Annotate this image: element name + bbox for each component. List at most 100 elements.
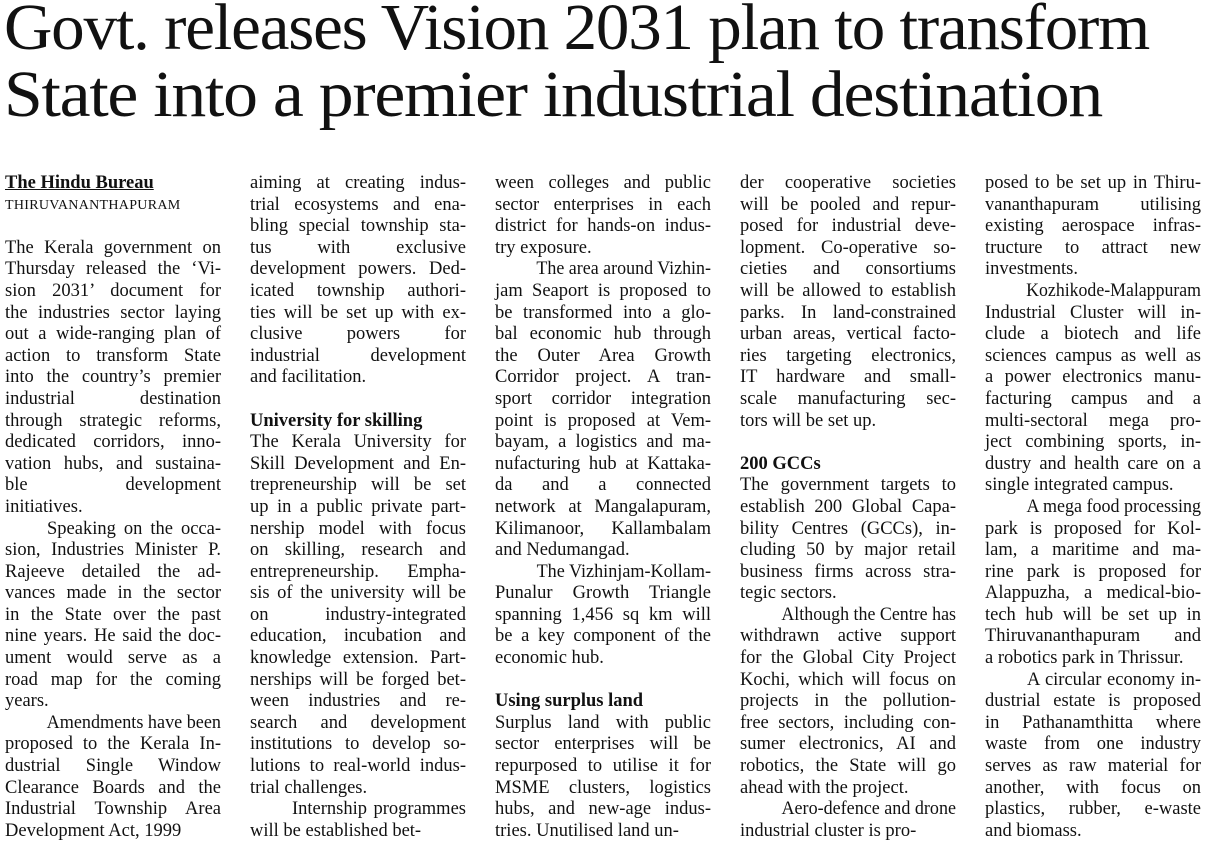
line-text: vananthapuram utilising (985, 194, 1201, 215)
line-text: clude a biotech and life (985, 324, 1201, 345)
line-text: tech hub will be set up in (985, 604, 1201, 625)
text-line: nufacturing hub at Kattaka- (495, 454, 711, 476)
line-text: proposed to the Kerala In- (5, 734, 221, 755)
line-text: Aero-defence and drone (781, 799, 956, 820)
line-text: nerships will be forged bet- (250, 669, 466, 690)
text-line: business firms across stra- (740, 562, 956, 584)
line-text: and biomass. (985, 820, 1082, 841)
text-line: dustrial Single Window (5, 756, 221, 778)
line-text: ween colleges and public (495, 173, 711, 193)
text-line: industrial development (250, 346, 466, 368)
text-line: and facilitation. (250, 367, 466, 389)
text-line: Clearance Boards and the (5, 778, 221, 800)
line-text: in Pathanamthitta where (985, 712, 1201, 733)
line-text: in the State over the past (5, 604, 221, 625)
text-line: A mega food processing (985, 497, 1201, 519)
line-text: free sectors, including con- (740, 712, 956, 733)
text-line: Speaking on the occa- (5, 519, 221, 541)
line-text: single integrated campus. (985, 475, 1174, 496)
line-text: ween industries and re- (250, 691, 466, 712)
line-text: road map for the coming (5, 669, 221, 690)
line-text: IT hardware and small- (740, 367, 956, 388)
line-text: lam, a maritime and ma- (985, 540, 1201, 561)
line-text: point is proposed at Vem- (495, 410, 711, 431)
text-line: into the country’s premier (5, 367, 221, 389)
line-text: sciences campus as well as (985, 345, 1201, 366)
text-line: district for hands-on indus- (495, 216, 711, 238)
line-text: vances made in the sector (5, 583, 221, 604)
text-line: a power electronics manu- (985, 367, 1201, 389)
text-line: trial challenges. (250, 778, 466, 800)
line-text: projects in the pollution- (740, 691, 956, 712)
text-line: Alappuzha, a medical-bio- (985, 583, 1201, 605)
text-line: der cooperative societies (740, 173, 956, 195)
line-text: aiming at creating indus- (250, 173, 466, 193)
line-text: sumer electronics, AI and (740, 734, 956, 755)
line-text: withdrawn active support (740, 626, 956, 647)
line-text: dustrial estate is proposed (985, 691, 1201, 712)
text-line: Industrial Township Area (5, 799, 221, 821)
line-text: out a wide-ranging plan of (5, 324, 221, 345)
line-text: network at Mangalapuram, (495, 496, 711, 517)
text-line: posed for industrial deve- (740, 216, 956, 238)
text-line: ween colleges and public (495, 173, 711, 195)
text-line: vances made in the sector (5, 583, 221, 605)
line-text: tegic sectors. (740, 583, 837, 604)
text-line: clusive powers for (250, 324, 466, 346)
line-text: existing aerospace infras- (985, 216, 1201, 237)
text-line: industrial cluster is pro- (740, 821, 956, 843)
line-text: Thiruvananthapuram and (985, 626, 1201, 647)
text-line: entrepreneurship. Empha- (250, 562, 466, 584)
text-line: lopment. Co-operative so- (740, 238, 956, 260)
text-line: The Kerala government on (5, 238, 221, 260)
line-text: bal economic hub through (495, 324, 711, 345)
text-line: and Nedumangad. (495, 540, 711, 562)
line-text: Development Act, 1999 (5, 820, 182, 841)
text-line: Amendments have been (5, 713, 221, 735)
text-line: Development Act, 1999 (5, 821, 221, 843)
text-line: Aero-defence and drone (740, 799, 956, 821)
text-line: dustrial estate is proposed (985, 691, 1201, 713)
text-line: The Vizhinjam-Kollam- (495, 562, 711, 584)
text-line: cieties and consortiums (740, 259, 956, 281)
line-text: trepreneurship will be set (250, 475, 466, 496)
text-line: withdrawn active support (740, 626, 956, 648)
line-text: will be pooled and repur- (740, 194, 956, 215)
line-text: entrepreneurship. Empha- (250, 561, 466, 582)
line-text: A mega food processing (1026, 496, 1201, 517)
line-text: bling special township sta- (250, 216, 466, 237)
line-text: industrial cluster is pro- (740, 820, 917, 841)
text-line: tries. Unutilised land un- (495, 821, 711, 843)
line-text: development powers. Ded- (250, 259, 466, 280)
line-text: posed to be set up in Thiru- (985, 173, 1201, 193)
line-text: rine park is proposed for (985, 561, 1201, 582)
line-text: into the country’s premier (5, 367, 221, 388)
text-line: icated township authori- (250, 281, 466, 303)
line-text: economic hub. (495, 648, 604, 669)
line-text: industrial development (250, 345, 466, 366)
paragraph: The area around Vizhin-jam Seaport is pr… (495, 259, 711, 561)
text-line: the Outer Area Growth (495, 346, 711, 368)
text-line: tus with exclusive (250, 238, 466, 260)
text-line: cluding 50 by major retail (740, 540, 956, 562)
text-line: sport corridor integration (495, 389, 711, 411)
text-line: Skill Development and En- (250, 454, 466, 476)
text-line: lutions to real-world indus- (250, 756, 466, 778)
line-text: multi-sectoral mega pro- (985, 410, 1201, 431)
text-line: dustry and health care on a (985, 454, 1201, 476)
text-line: posed to be set up in Thiru- (985, 173, 1201, 195)
text-line: years. (5, 691, 221, 713)
headline: Govt. releases Vision 2031 plan to trans… (4, 0, 1150, 128)
line-text: be transformed into a glo- (495, 302, 711, 323)
text-line: scale manufacturing sec- (740, 389, 956, 411)
byline-author: The Hindu Bureau (5, 173, 154, 193)
text-line: out a wide-ranging plan of (5, 324, 221, 346)
line-text: ble development (5, 475, 221, 496)
text-line: Internship programmes (250, 799, 466, 821)
text-line: for the Global City Project (740, 648, 956, 670)
line-text: Corridor project. A tran- (495, 367, 711, 388)
text-line: try exposure. (495, 238, 711, 260)
text-line: trepreneurship will be set (250, 475, 466, 497)
text-line: in the State over the past (5, 605, 221, 627)
text-line: clude a biotech and life (985, 324, 1201, 346)
